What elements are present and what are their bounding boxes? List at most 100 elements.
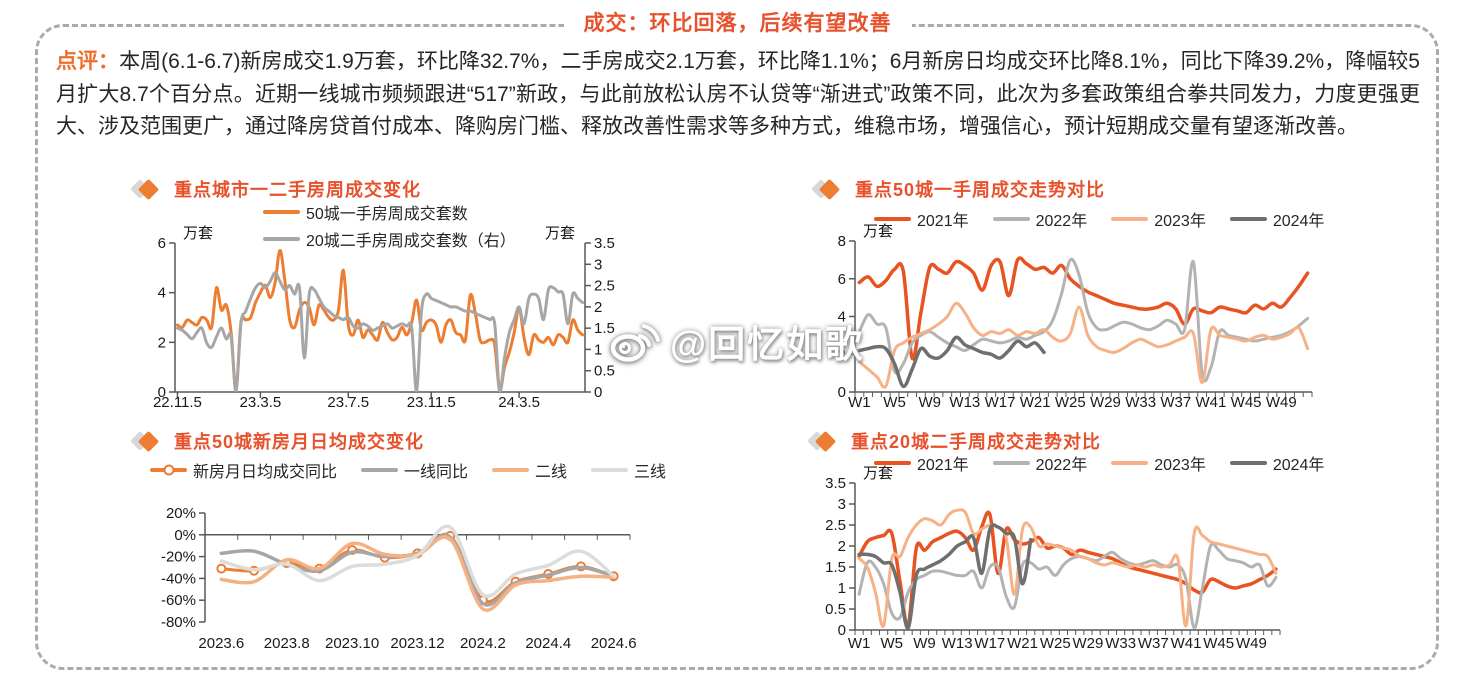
legend-label: 50城一手房周成交套数 [306, 206, 468, 223]
svg-text:W45: W45 [1231, 394, 1262, 411]
comment-label: 点评： [56, 50, 120, 73]
legend-label: 2021年 [917, 213, 969, 230]
svg-text:22.11.5: 22.11.5 [153, 394, 202, 411]
legend-item: 2023年 [1111, 207, 1206, 231]
legend-item: 三线 [591, 458, 666, 482]
svg-text:23.11.5: 23.11.5 [407, 394, 456, 411]
legend-label: 2021年 [917, 457, 969, 474]
comment-text: 本周(6.1-6.7)新房成交1.9万套，环比降32.7%，二手房成交2.1万套… [56, 50, 1420, 138]
legend-item: 二线 [492, 458, 567, 482]
svg-text:3: 3 [594, 256, 602, 273]
legend-label: 二线 [535, 464, 568, 481]
chart4-title: 重点20城二手周成交走势对比 [851, 432, 1102, 452]
legend-label: 2023年 [1154, 213, 1206, 230]
svg-text:W29: W29 [1073, 635, 1104, 652]
svg-text:-80%: -80% [161, 614, 196, 631]
legend-label: 2024年 [1272, 213, 1325, 230]
svg-text:2: 2 [158, 334, 166, 351]
svg-text:1.5: 1.5 [825, 559, 846, 576]
svg-text:3: 3 [838, 496, 846, 513]
svg-text:0: 0 [158, 384, 166, 401]
legend-line-swatch [263, 210, 300, 214]
legend-label: 三线 [634, 464, 667, 481]
svg-text:3.5: 3.5 [594, 235, 615, 252]
svg-text:W17: W17 [974, 635, 1005, 652]
chart4-legend: 2021年 2022年 2023年 2024年 [874, 451, 1348, 475]
svg-text:2024.4: 2024.4 [525, 635, 571, 652]
legend-item: 新房月日均成交同比 [150, 458, 337, 482]
svg-text:2.5: 2.5 [825, 517, 846, 534]
chart3-plot: 20% 0% -20% -40% -60% -80%2023.6 2023.8 2023.10… [161, 505, 637, 652]
svg-text:0%: 0% [174, 527, 196, 544]
commentary: 点评：本周(6.1-6.7)新房成交1.9万套，环比降32.7%，二手房成交2.… [56, 46, 1420, 144]
legend-line-swatch [992, 217, 1030, 221]
legend-line-swatch [874, 461, 911, 465]
svg-text:2024.6: 2024.6 [591, 635, 637, 652]
legend-line-swatch [361, 468, 399, 472]
svg-text:W45: W45 [1203, 635, 1234, 652]
legend-item: 2021年 [874, 207, 969, 231]
chart3-legend: 新房月日均成交同比 一线同比 二线 三线 [150, 458, 690, 482]
svg-text:0: 0 [838, 622, 846, 639]
svg-text:24.3.5: 24.3.5 [498, 394, 540, 411]
legend-item: 20城二手房周成交套数（右） [263, 227, 516, 251]
svg-text:-60%: -60% [161, 592, 196, 609]
svg-text:W33: W33 [1105, 635, 1136, 652]
legend-item: 2023年 [1111, 451, 1206, 475]
chart2-legend: 2021年 2022年 2023年 2024年 [874, 207, 1348, 231]
svg-text:2: 2 [594, 299, 602, 316]
svg-text:W17: W17 [985, 394, 1016, 411]
svg-text:1: 1 [838, 580, 846, 597]
chart1-plot: 0 2 4 6 0 0.5 1 1.5 2 2.5 3 3.5 22.11.5 23.3.5 23.7.5 2… [153, 225, 615, 411]
svg-text:2023.6: 2023.6 [198, 635, 244, 652]
svg-text:20%: 20% [166, 505, 196, 522]
svg-text:4: 4 [158, 285, 166, 302]
legend-label: 2022年 [1035, 213, 1088, 230]
legend-label: 20城二手房周成交套数（右） [306, 233, 516, 250]
svg-text:6: 6 [158, 235, 166, 252]
legend-line-swatch [492, 468, 530, 472]
svg-text:W13: W13 [942, 635, 973, 652]
weibo-icon [610, 324, 660, 362]
legend-label: 2023年 [1154, 457, 1206, 474]
chart3-title: 重点50城新房月日均成交变化 [174, 432, 425, 452]
legend-item: 2024年 [1229, 451, 1324, 475]
chart3-header: 重点50城新房月日均成交变化 [130, 428, 425, 454]
svg-text:8: 8 [838, 233, 846, 250]
chart2-plot: 0 2 4 6 8 W1 W5 W9 W13 W17 W21 W25 W29 W33 W37 W41 W45 W4… [838, 223, 1313, 411]
chart1-legend: 50城一手房周成交套数 20城二手房周成交套数（右） [263, 200, 516, 251]
svg-text:W9: W9 [918, 394, 941, 411]
svg-text:万套: 万套 [863, 223, 893, 240]
svg-text:万套: 万套 [183, 225, 213, 242]
watermark-text: @回忆如歌 [670, 324, 865, 365]
svg-text:W5: W5 [883, 394, 906, 411]
svg-text:-20%: -20% [161, 549, 196, 566]
legend-item: 50城一手房周成交套数 [263, 200, 516, 224]
svg-text:2024.2: 2024.2 [460, 635, 506, 652]
watermark: @回忆如歌 [606, 314, 864, 368]
legend-line-swatch [1111, 461, 1149, 465]
svg-text:W37: W37 [1160, 394, 1191, 411]
svg-text:23.7.5: 23.7.5 [327, 394, 369, 411]
svg-text:W41: W41 [1196, 394, 1227, 411]
svg-text:万套: 万套 [545, 225, 575, 242]
svg-text:2023.10: 2023.10 [325, 635, 379, 652]
svg-text:W1: W1 [848, 635, 871, 652]
legend-line-swatch [1229, 461, 1267, 465]
legend-item: 一线同比 [361, 458, 468, 482]
legend-item: 2021年 [874, 451, 969, 475]
svg-text:W1: W1 [848, 394, 871, 411]
chart2-header: 重点50城一手周成交走势对比 [811, 176, 1106, 202]
svg-text:0.5: 0.5 [825, 601, 846, 618]
page-title: 成交：环比回落，后续有望改善 [563, 7, 912, 37]
svg-text:1: 1 [594, 341, 602, 358]
svg-text:2023.12: 2023.12 [390, 635, 444, 652]
svg-text:2.5: 2.5 [594, 278, 615, 295]
svg-text:0.5: 0.5 [594, 363, 615, 380]
svg-text:W49: W49 [1266, 394, 1297, 411]
legend-line-swatch [263, 237, 300, 241]
svg-text:W25: W25 [1055, 394, 1086, 411]
chart1-title: 重点城市一二手房周成交变化 [174, 180, 421, 200]
chart2-title: 重点50城一手周成交走势对比 [855, 180, 1106, 200]
